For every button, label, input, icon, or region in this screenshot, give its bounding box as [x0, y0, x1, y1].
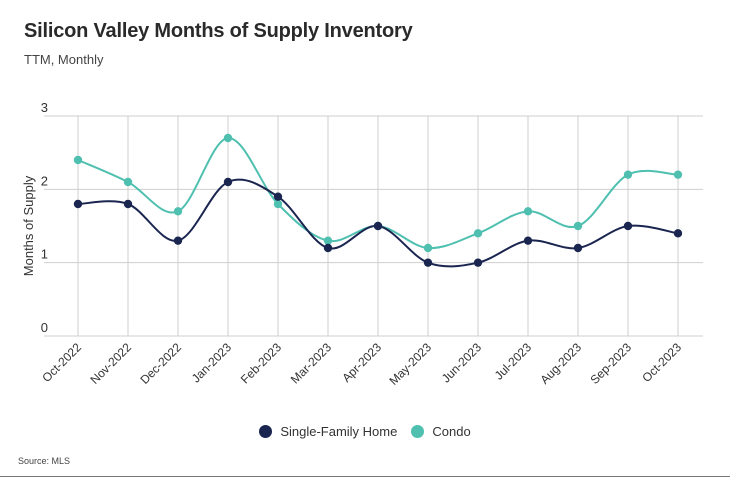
- data-point-single-family: [73, 199, 83, 209]
- data-point-single-family: [173, 236, 183, 245]
- x-tick-label: Jun-2023: [439, 340, 485, 386]
- x-tick-label: Mar-2023: [288, 340, 334, 386]
- data-point-single-family: [273, 192, 283, 201]
- x-tick-label: Dec-2022: [137, 340, 184, 387]
- y-tick-label: 3: [41, 100, 48, 115]
- data-point-condo: [523, 207, 533, 216]
- data-point-single-family: [223, 177, 233, 187]
- x-tick-label: May-2023: [386, 340, 434, 388]
- x-tick-label: Oct-2022: [39, 340, 84, 385]
- data-point-single-family: [573, 243, 583, 253]
- x-tick-label: Oct-2023: [639, 340, 684, 385]
- data-point-condo: [323, 236, 333, 245]
- x-tick-label: Feb-2023: [238, 340, 284, 386]
- chart-title: Silicon Valley Months of Supply Inventor…: [24, 20, 413, 42]
- y-tick-label: 1: [41, 247, 48, 262]
- legend-swatch-condo: [411, 425, 425, 438]
- data-point-single-family: [473, 258, 483, 267]
- legend-label-single-family: Single-Family Home: [280, 424, 398, 439]
- x-tick-label: Sep-2023: [587, 340, 634, 387]
- y-tick-labels: 0 1 2 3: [41, 100, 48, 335]
- y-axis-label: Months of Supply: [21, 175, 36, 276]
- data-point-single-family: [423, 258, 433, 267]
- data-point-condo: [623, 170, 633, 179]
- legend-label-condo: Condo: [432, 424, 471, 439]
- x-tick-label: Apr-2023: [339, 340, 384, 385]
- x-tick-label: Nov-2022: [87, 340, 134, 387]
- data-point-condo: [423, 243, 433, 253]
- line-chart: 0 1 2 3 Months of Supply Oct-2022 Nov-2022 De…: [21, 100, 703, 388]
- data-point-single-family: [323, 243, 333, 253]
- bottom-divider: [0, 476, 730, 477]
- data-point-condo: [223, 133, 233, 143]
- source-note: Source: MLS: [18, 456, 71, 466]
- data-point-single-family: [373, 221, 383, 231]
- legend-swatch-single-family: [259, 425, 273, 438]
- data-point-condo: [173, 207, 183, 216]
- data-point-single-family: [123, 199, 133, 209]
- chart-subtitle: TTM, Monthly: [24, 52, 104, 67]
- legend-item-condo: Condo: [411, 424, 471, 439]
- y-tick-label: 2: [41, 173, 48, 188]
- legend: Single-Family Home Condo: [0, 424, 730, 439]
- x-tick-labels: Oct-2022 Nov-2022 Dec-2022 Jan-2023 Feb-2023…: [39, 340, 684, 388]
- x-tick-label: Aug-2023: [537, 340, 584, 387]
- legend-item-single-family: Single-Family Home: [259, 424, 397, 439]
- data-point-condo: [673, 170, 683, 179]
- x-tick-label: Jan-2023: [189, 340, 235, 386]
- data-point-condo: [273, 199, 283, 209]
- x-tick-label: Jul-2023: [492, 340, 535, 383]
- data-point-condo: [123, 177, 133, 187]
- y-tick-label: 0: [41, 320, 48, 335]
- data-point-single-family: [623, 221, 633, 231]
- series-points: [73, 133, 683, 267]
- data-point-single-family: [673, 229, 683, 238]
- data-point-condo: [73, 155, 83, 165]
- data-point-condo: [573, 221, 583, 231]
- data-point-single-family: [523, 236, 533, 245]
- data-point-condo: [473, 229, 483, 238]
